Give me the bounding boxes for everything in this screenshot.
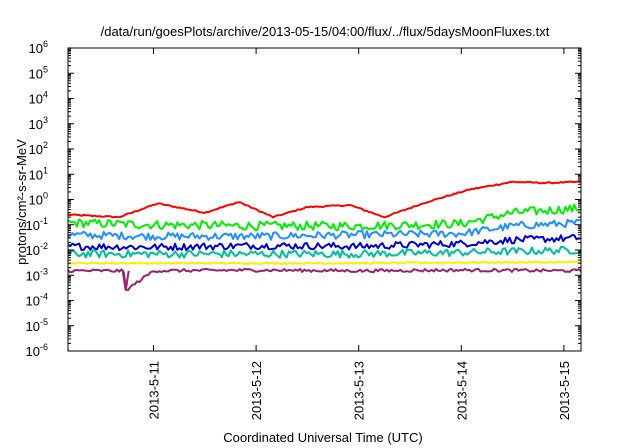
y-tick-label: 104 — [29, 90, 48, 107]
y-tick-label: 103 — [29, 115, 48, 132]
y-tick-label: 10-3 — [26, 266, 48, 283]
y-tick-label-base: 10 — [29, 167, 43, 182]
x-tick-label: 2013-5-15 — [557, 361, 572, 420]
y-tick-label: 101 — [29, 165, 48, 182]
y-tick-label: 105 — [29, 64, 48, 81]
y-tick-label-base: 10 — [26, 294, 40, 309]
y-tick-label-base: 10 — [26, 344, 40, 359]
series-line-7 — [67, 267, 582, 292]
plot-frame — [67, 47, 582, 352]
series-line-6 — [67, 260, 582, 265]
y-tick-label-exponent: 1 — [43, 165, 48, 175]
x-tick-label: 2013-5-12 — [249, 361, 264, 420]
y-tick-label-exponent: -4 — [40, 292, 48, 302]
y-tick-label: 10-1 — [26, 216, 48, 233]
y-tick-label: 10-2 — [26, 241, 48, 258]
series-line-1 — [67, 180, 582, 219]
x-axis-label: Coordinated Universal Time (UTC) — [223, 430, 422, 445]
y-tick-label: 10-5 — [26, 317, 48, 334]
y-tick-label-base: 10 — [26, 268, 40, 283]
series-line-4 — [67, 234, 582, 252]
y-tick-label-base: 10 — [29, 142, 43, 157]
y-tick-label-exponent: 5 — [43, 64, 48, 74]
y-tick-label-base: 10 — [26, 218, 40, 233]
x-tick-label: 2013-5-13 — [352, 361, 367, 420]
y-tick-label-exponent: 3 — [43, 115, 48, 125]
chart-title: /data/run/goesPlots/archive/2013-05-15/0… — [101, 24, 550, 39]
y-tick-label-exponent: -6 — [40, 342, 48, 352]
y-tick-label-base: 10 — [29, 117, 43, 132]
x-axis-ticks: 2013-5-11 2013-5-12 2013-5-13 2013-5-14 2013… — [147, 48, 572, 420]
y-tick-label: 102 — [29, 140, 48, 157]
y-tick-label-base: 10 — [29, 66, 43, 81]
y-tick-label-exponent: -1 — [40, 216, 48, 226]
y-tick-label: 10-4 — [26, 292, 48, 309]
y-tick-label-base: 10 — [29, 92, 43, 107]
x-tick-label: 2013-5-11 — [147, 361, 162, 419]
series-line-5 — [67, 245, 582, 259]
y-tick-label: 100 — [29, 191, 48, 208]
y-tick-label-base: 10 — [29, 41, 43, 56]
y-tick-label-exponent: 2 — [43, 140, 48, 150]
series-dip — [121, 270, 130, 291]
y-tick-label-exponent: 4 — [43, 90, 48, 100]
y-tick-label-exponent: 6 — [43, 39, 48, 49]
y-tick-label-exponent: -2 — [40, 241, 48, 251]
y-axis-label: protons/cm²-s-sr-MeV — [14, 139, 29, 265]
y-tick-label: 106 — [29, 39, 48, 56]
y-tick-label-exponent: -5 — [40, 317, 48, 327]
y-tick-label: 10-6 — [26, 342, 48, 359]
y-axis-ticks: 10-610-510-410-310-210-11001011021031041… — [26, 39, 581, 359]
y-tick-label-exponent: 0 — [43, 191, 48, 201]
y-tick-label-base: 10 — [26, 243, 40, 258]
y-tick-label-base: 10 — [29, 193, 43, 208]
y-tick-label-base: 10 — [26, 319, 40, 334]
x-tick-label: 2013-5-14 — [454, 361, 469, 420]
series-layer — [67, 180, 582, 292]
series-line-2 — [67, 203, 582, 232]
y-tick-label-exponent: -3 — [40, 266, 48, 276]
series-line-3 — [67, 218, 582, 241]
